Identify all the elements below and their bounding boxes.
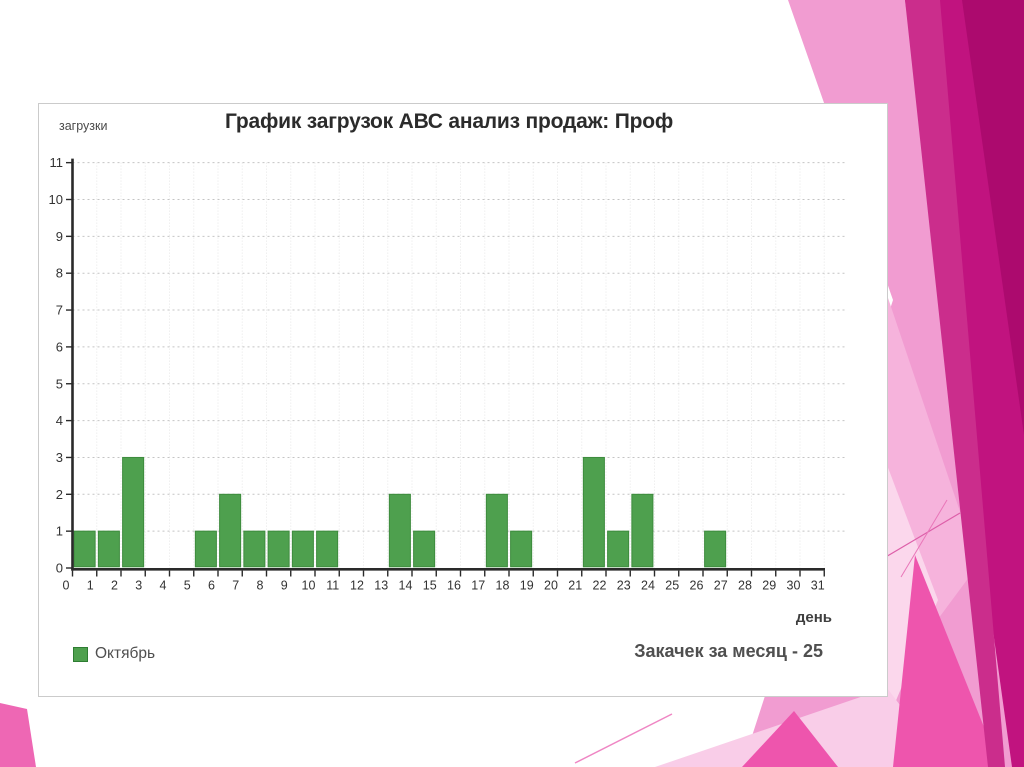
background-facet-bright-wedge bbox=[742, 711, 838, 767]
bar-day-6 bbox=[194, 530, 217, 568]
legend-label: Октябрь bbox=[95, 645, 156, 662]
y-tick-label: 6 bbox=[56, 339, 63, 354]
background-thin-line bbox=[883, 512, 961, 559]
bar-day-2 bbox=[97, 530, 120, 568]
bar-day-9 bbox=[267, 530, 290, 568]
x-tick-label: 17 bbox=[471, 579, 485, 593]
x-tick-label: 25 bbox=[665, 579, 679, 593]
background-facet-bright bbox=[893, 555, 1000, 767]
y-tick-label: 10 bbox=[49, 192, 63, 207]
chart-card: загрузки График загрузок АВС анализ прод… bbox=[38, 103, 888, 697]
bar-day-7 bbox=[219, 493, 242, 568]
bar-day-27 bbox=[704, 530, 727, 568]
background-corner-wedge bbox=[0, 703, 36, 767]
x-tick-label: 27 bbox=[714, 579, 728, 593]
y-tick-label: 1 bbox=[56, 524, 63, 539]
bar-day-18 bbox=[485, 493, 508, 568]
chart-title: График загрузок АВС анализ продаж: Проф bbox=[224, 110, 674, 133]
x-tick-label: 18 bbox=[496, 579, 510, 593]
x-tick-label: 20 bbox=[544, 579, 558, 593]
x-axis-title: день bbox=[795, 609, 832, 626]
background-facet-dark-streak bbox=[905, 0, 1005, 767]
x-tick-label: 29 bbox=[762, 579, 776, 593]
y-tick-label: 4 bbox=[56, 413, 63, 428]
x-tick-label: 7 bbox=[232, 579, 239, 593]
background-thin-line bbox=[574, 713, 673, 764]
legend-color-swatch bbox=[73, 646, 88, 662]
bar-day-23 bbox=[607, 530, 630, 568]
bar-day-19 bbox=[510, 530, 533, 568]
y-tick-label: 3 bbox=[56, 450, 63, 465]
x-tick-label: 28 bbox=[738, 579, 752, 593]
x-tick-label: 2 bbox=[111, 579, 118, 593]
x-tick-label: 8 bbox=[257, 579, 264, 593]
bar-day-22 bbox=[582, 456, 605, 568]
bar-day-3 bbox=[122, 456, 145, 568]
y-tick-label: 2 bbox=[56, 487, 63, 502]
x-tick-label: 13 bbox=[374, 579, 388, 593]
legend: Октябрь bbox=[73, 645, 155, 663]
background-thin-line bbox=[900, 499, 948, 578]
x-tick-label: 3 bbox=[135, 579, 142, 593]
bar-day-24 bbox=[631, 493, 654, 568]
x-tick-label: 15 bbox=[423, 579, 437, 593]
x-tick-label: 1 bbox=[87, 579, 94, 593]
x-tick-label: 22 bbox=[593, 579, 607, 593]
x-tick-label: 30 bbox=[787, 579, 801, 593]
x-tick-label: 26 bbox=[690, 579, 704, 593]
monthly-total-text: Закачек за месяц - 25 bbox=[634, 641, 823, 661]
x-tick-label: 6 bbox=[208, 579, 215, 593]
y-tick-label: 8 bbox=[56, 266, 63, 281]
x-tick-label: 5 bbox=[184, 579, 191, 593]
x-tick-label: 31 bbox=[811, 579, 825, 593]
bar-day-1 bbox=[73, 530, 96, 568]
x-tick-label: 19 bbox=[520, 579, 534, 593]
y-tick-label: 7 bbox=[56, 303, 63, 318]
x-tick-label: 23 bbox=[617, 579, 631, 593]
x-tick-label: 11 bbox=[326, 579, 339, 593]
x-tick-label: 9 bbox=[281, 579, 288, 593]
y-tick-label: 9 bbox=[56, 229, 63, 244]
background-facet-deep-dark bbox=[962, 0, 1024, 435]
x-tick-label: 14 bbox=[399, 579, 413, 593]
bar-day-10 bbox=[291, 530, 314, 568]
x-tick-label: 24 bbox=[641, 579, 655, 593]
bar-day-8 bbox=[243, 530, 266, 568]
y-tick-label: 11 bbox=[50, 155, 64, 170]
y-axis-title: загрузки bbox=[59, 119, 108, 133]
x-tick-label: 16 bbox=[447, 579, 461, 593]
x-tick-label: 21 bbox=[568, 579, 582, 593]
x-tick-label: 0 bbox=[63, 579, 70, 593]
bar-day-11 bbox=[316, 530, 339, 568]
y-tick-label: 5 bbox=[56, 376, 63, 391]
x-tick-label: 12 bbox=[350, 579, 364, 593]
x-tick-label: 10 bbox=[302, 579, 316, 593]
y-tick-label: 0 bbox=[56, 561, 63, 576]
x-tick-label: 4 bbox=[160, 579, 167, 593]
bar-day-14 bbox=[388, 493, 411, 568]
bar-day-15 bbox=[413, 530, 436, 568]
